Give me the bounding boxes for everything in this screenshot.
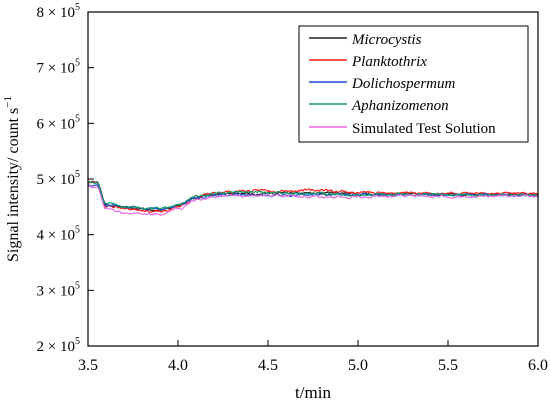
y-tick-label-5: 7 × 105 — [37, 58, 80, 77]
x-tick-label-4: 5.5 — [438, 357, 458, 374]
series-layer — [87, 180, 539, 216]
legend-item-simulated-test-solution: Simulated Test Solution — [309, 121, 496, 137]
legend-item-dolichospermum: Dolichospermum — [309, 76, 455, 92]
x-axis-label: t/min — [295, 383, 331, 402]
legend-label-dolichospermum: Dolichospermum — [351, 76, 455, 92]
legend-item-microcystis: Microcystis — [309, 32, 422, 48]
y-tick-label-3: 5 × 105 — [37, 169, 80, 188]
x-tick-label-1: 4.0 — [168, 357, 188, 374]
y-tick-label-6: 8 × 105 — [37, 2, 80, 21]
y-axis-label: Signal intensity/ count s−1 — [2, 96, 22, 262]
legend-item-aphanizomenon: Aphanizomenon — [309, 98, 449, 114]
y-axis-label-superscript: −1 — [2, 96, 14, 108]
x-tick-label-2: 4.5 — [258, 357, 278, 374]
series-line-simulated-test-solution — [87, 185, 539, 216]
y-tick-label-1: 3 × 105 — [37, 280, 80, 299]
legend-item-planktothrix: Planktothrix — [309, 54, 427, 70]
series-line-aphanizomenon — [87, 181, 539, 210]
y-ticks-layer: 2 × 105 3 × 105 4 × 105 5 × 105 6 × 105 7 × 1… — [37, 2, 94, 355]
legend-label-aphanizomenon: Aphanizomenon — [351, 98, 449, 114]
x-tick-label-5: 6.0 — [528, 357, 548, 374]
legend-label-microcystis: Microcystis — [351, 32, 422, 48]
x-tick-label-3: 5.0 — [348, 357, 368, 374]
legend-label-planktothrix: Planktothrix — [351, 54, 427, 70]
x-tick-label-0: 3.5 — [78, 357, 98, 374]
legend: Microcystis Planktothrix Dolichospermum … — [298, 25, 529, 143]
y-tick-label-2: 4 × 105 — [37, 225, 80, 244]
y-tick-label-4: 6 × 105 — [37, 113, 80, 132]
y-tick-label-0: 2 × 105 — [37, 336, 80, 355]
legend-label-simulated-test-solution: Simulated Test Solution — [352, 121, 496, 137]
y-axis-label-main: Signal intensity/ count s — [5, 108, 22, 262]
legend-box — [298, 25, 529, 143]
series-line-planktothrix — [87, 181, 539, 213]
x-ticks-layer: 3.5 4.0 4.5 5.0 5.5 6.0 — [78, 340, 548, 374]
